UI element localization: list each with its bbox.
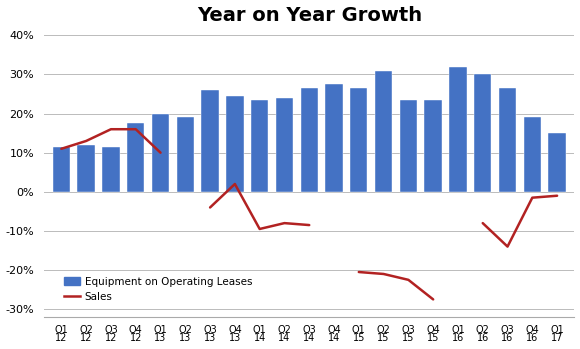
Bar xyxy=(152,113,169,192)
Bar xyxy=(325,84,343,192)
Bar xyxy=(400,100,417,192)
Bar xyxy=(102,147,119,192)
Bar xyxy=(350,88,368,192)
Bar xyxy=(251,100,269,192)
Bar xyxy=(499,88,516,192)
Bar xyxy=(450,67,467,192)
Bar xyxy=(226,96,244,192)
Bar xyxy=(201,90,219,192)
Bar xyxy=(276,98,293,192)
Bar xyxy=(524,118,541,192)
Bar xyxy=(300,88,318,192)
Bar xyxy=(177,118,194,192)
Bar xyxy=(127,123,144,192)
Bar xyxy=(78,145,95,192)
Bar xyxy=(549,133,566,192)
Bar xyxy=(53,147,70,192)
Bar xyxy=(375,70,392,192)
Legend: Equipment on Operating Leases, Sales: Equipment on Operating Leases, Sales xyxy=(60,273,256,306)
Bar xyxy=(425,100,442,192)
Title: Year on Year Growth: Year on Year Growth xyxy=(197,6,422,24)
Bar xyxy=(474,74,491,192)
